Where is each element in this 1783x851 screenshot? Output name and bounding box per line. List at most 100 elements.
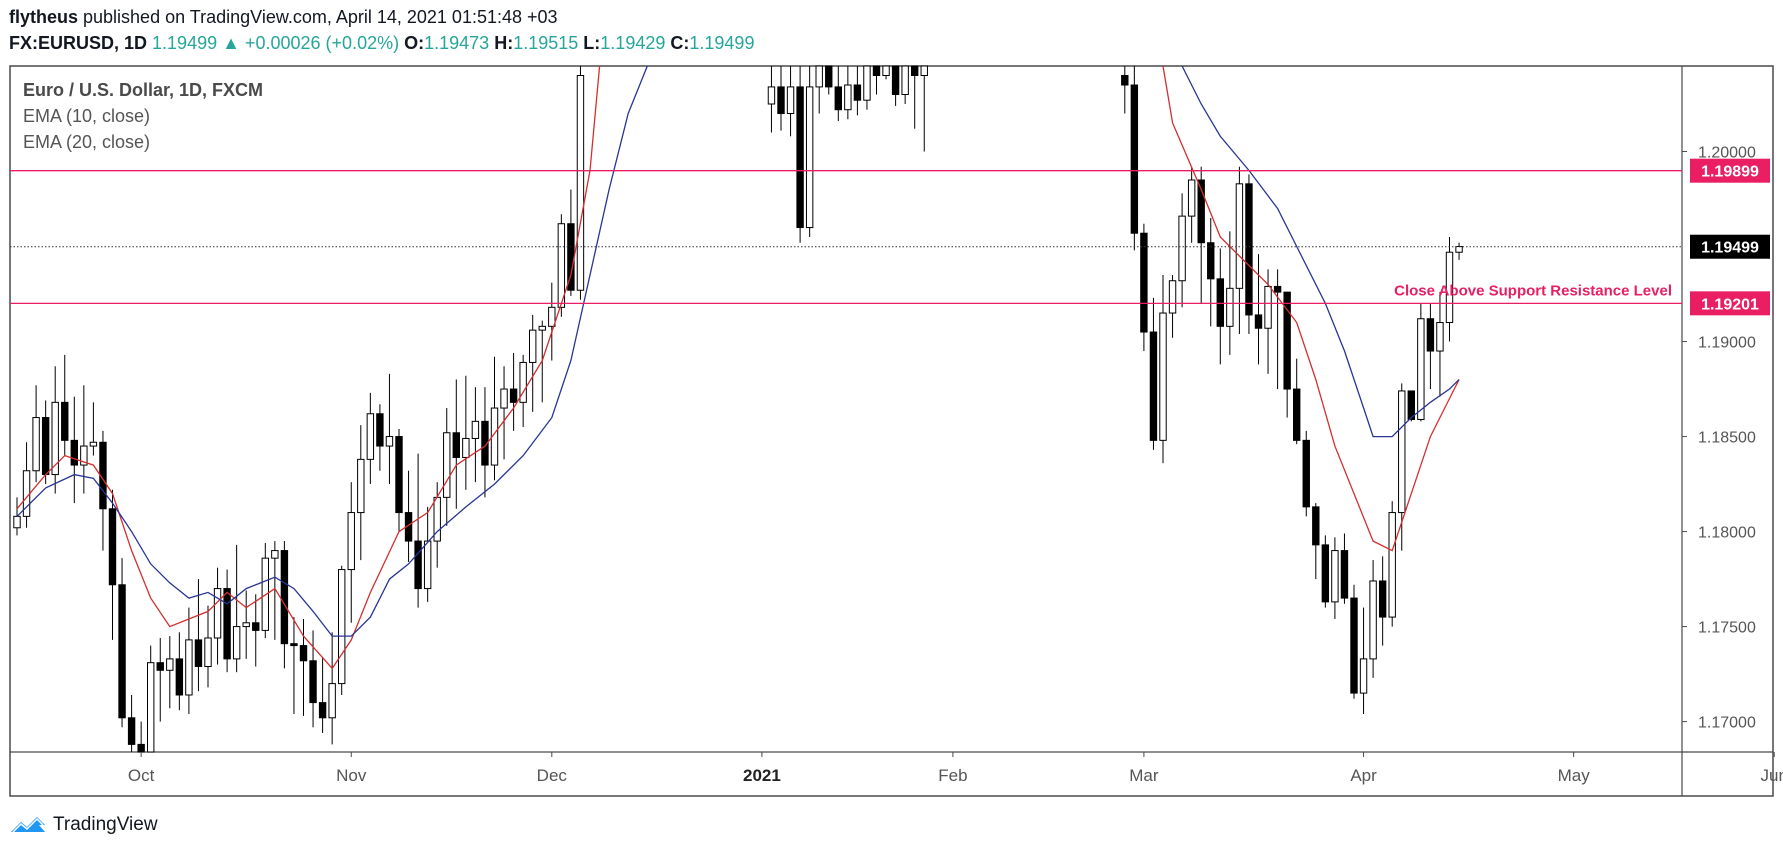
candle-body-down [1273, 285, 1282, 293]
candle [1417, 303, 1425, 422]
last-price-label: 1.19499 [1701, 240, 1759, 257]
candle [891, 65, 900, 106]
author-name[interactable]: flytheus [9, 7, 79, 27]
candle [51, 366, 59, 494]
candle [414, 453, 422, 608]
candle-body-up [1226, 287, 1234, 327]
tradingview-footer[interactable]: TradingView [9, 812, 158, 838]
candle-body-up [863, 65, 871, 101]
time-axis: Oct Nov Dec 2021 Feb Mar Apr May Jun [128, 752, 1783, 785]
candle-body-down [853, 84, 862, 101]
candle-body-up [1388, 512, 1396, 618]
quote-line: FX:EURUSD, 1D 1.19499 ▲ +0.00026 (+0.02%… [9, 32, 754, 54]
candle-body-down [1207, 242, 1215, 280]
candle [529, 314, 537, 412]
candle [1216, 248, 1224, 365]
candle-body-down [509, 388, 518, 403]
candle-body-down [891, 65, 900, 96]
candle [1378, 556, 1387, 646]
candle [481, 387, 489, 498]
candle [576, 66, 585, 300]
candle [557, 214, 566, 317]
candle-body-down [1140, 232, 1148, 333]
candle-body-down [452, 432, 461, 458]
candle-body-up [462, 437, 470, 458]
candle [156, 637, 164, 722]
candle [32, 385, 40, 483]
candle-body-down [280, 550, 289, 645]
candle [1436, 292, 1444, 397]
close-label: C: [670, 33, 690, 53]
publish-info: flytheus published on TradingView.com, A… [9, 6, 558, 28]
candle [1398, 383, 1406, 551]
candle-body-down [1254, 314, 1263, 329]
candle [1235, 166, 1244, 334]
price-axis: 1.17000 1.17500 1.18000 1.18500 1.19000 1.200… [1682, 145, 1756, 732]
candle [80, 385, 88, 494]
price-tick-label: 1.17000 [1698, 715, 1756, 732]
candle-body-up [844, 84, 852, 111]
last-price: 1.19499 [152, 33, 218, 53]
candle-body-down [796, 86, 804, 229]
candle-body-down [41, 417, 50, 476]
candle [147, 645, 155, 753]
candles [13, 65, 1463, 753]
candle [1168, 275, 1177, 338]
candle [166, 636, 174, 709]
candle [271, 541, 279, 640]
time-tick-label: Apr [1350, 766, 1377, 785]
candle [1187, 166, 1196, 243]
candle-body-up [767, 86, 776, 105]
candle [1388, 501, 1396, 627]
candle [1121, 66, 1129, 114]
candle [1159, 275, 1167, 464]
time-tick-label: Feb [938, 766, 967, 785]
candle-body-down [223, 588, 231, 660]
candle-body-up [529, 329, 537, 363]
candle [1293, 358, 1301, 445]
time-tick-label: Oct [128, 766, 155, 785]
candle-body-down [118, 584, 126, 719]
tradingview-brand: TradingView [53, 814, 158, 835]
candle [825, 65, 833, 95]
legend-title: Euro / U.S. Dollar, 1D, FXCM [23, 80, 264, 100]
candle-body-up [920, 65, 928, 77]
candle-body-down [70, 439, 78, 466]
candle [61, 354, 69, 456]
candle [1455, 242, 1463, 260]
candle-body-up [328, 683, 336, 719]
candle [395, 428, 403, 532]
candle-body-down [299, 645, 308, 662]
candle [1445, 237, 1454, 342]
candle-body-up [576, 75, 585, 291]
candle [127, 694, 136, 752]
candle [223, 569, 231, 673]
candle-body-up [1159, 312, 1167, 441]
candle-body-down [1312, 506, 1320, 546]
candle-body-up [80, 445, 88, 466]
candle [1321, 535, 1330, 608]
candle-body-up [357, 458, 365, 514]
candle-body-up [1436, 322, 1444, 352]
candle [1254, 254, 1263, 365]
candle [509, 352, 518, 431]
candle-body-down [1350, 597, 1358, 694]
candle-body-up [538, 325, 546, 331]
candle-body-down [194, 639, 203, 667]
open-label: O: [404, 33, 425, 53]
legend-ema10[interactable]: EMA (10, close) [23, 106, 151, 126]
candle [796, 66, 804, 243]
candle [1226, 231, 1234, 355]
candle-body-down [777, 86, 785, 115]
candle [462, 375, 470, 490]
legend-ema20[interactable]: EMA (20, close) [23, 132, 151, 152]
high-value: 1.19515 [513, 33, 579, 53]
candle-body-up [443, 432, 451, 498]
candle-body-up [213, 588, 222, 639]
ema10-line [16, 65, 601, 670]
level-annotation: Close Above Support Resistance Level [1394, 282, 1672, 299]
candle-body-down [1197, 179, 1205, 244]
price-tick-label: 1.18500 [1698, 430, 1756, 447]
candle-body-down [127, 717, 136, 745]
